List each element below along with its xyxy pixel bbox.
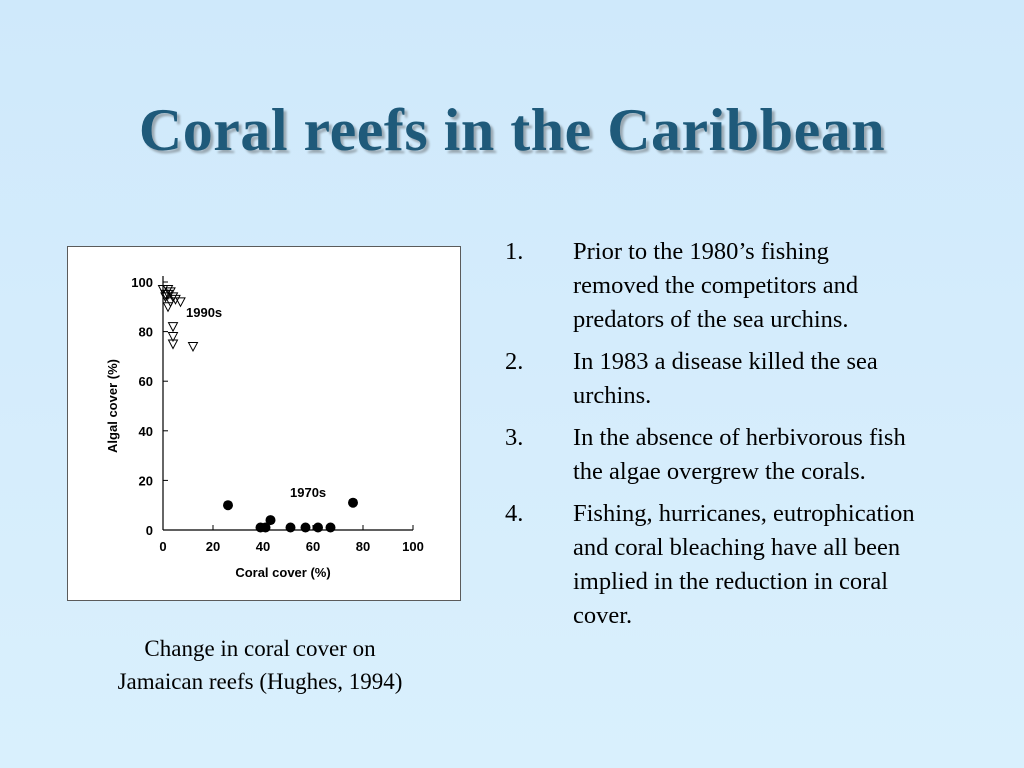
list-item: 3. In the absence of herbivorous fish th… (505, 421, 1015, 489)
y-tick-label: 40 (139, 424, 153, 439)
data-point-1970s (223, 500, 233, 511)
data-point-1970s (348, 497, 358, 508)
text-line: cover. (573, 602, 633, 629)
data-point-1990s (165, 287, 176, 298)
y-tick-label: 60 (139, 374, 153, 389)
list-item-text: In the absence of herbivorous fish the a… (573, 421, 1015, 489)
text-line: the algae overgrew the corals. (573, 458, 866, 485)
x-tick-label: 0 (159, 539, 166, 554)
list-item-number: 3. (505, 424, 524, 451)
list-item: 4. Fishing, hurricanes, eutrophication a… (505, 497, 1015, 633)
data-point-1990s (162, 284, 174, 296)
text-line: predators of the sea urchins. (573, 306, 849, 333)
data-point-1970s (300, 522, 311, 533)
text-line: Prior to the 1980’s fishing (573, 238, 829, 265)
caption-line: Change in coral cover on (144, 636, 376, 661)
data-point-1990s (162, 289, 174, 300)
text-line: Fishing, hurricanes, eutrophication (573, 500, 915, 527)
text-line: removed the competitors and (573, 272, 859, 299)
list-item: 2. In 1983 a disease killed the sea urch… (505, 345, 1015, 413)
data-point-1970s (265, 515, 276, 526)
slide-title: Coral reefs in the Caribbean (138, 97, 886, 163)
series-label-1970s: 1970s (290, 485, 326, 500)
y-tick-label: 0 (146, 523, 153, 538)
data-point-1990s (160, 292, 171, 303)
y-tick-label: 80 (139, 325, 153, 340)
x-tick-label: 100 (402, 539, 424, 554)
data-point-1990s (167, 332, 179, 343)
numbered-list: 1. Prior to the 1980’s fishing removed t… (505, 235, 1015, 641)
data-point-1990s (167, 339, 179, 350)
scatter-chart: 0 20 40 60 80 100 0 20 40 60 80 100 Algal cover (%)… (67, 246, 461, 601)
data-point-1990s (162, 302, 174, 313)
list-item-number: 1. (505, 238, 524, 265)
data-point-1970s (313, 522, 323, 533)
data-point-1990s (167, 322, 179, 333)
text-line: urchins. (573, 382, 652, 409)
figure-caption: Change in coral cover on Jamaican reefs … (60, 632, 460, 698)
data-point-1990s (167, 292, 179, 303)
list-item-text: Prior to the 1980’s fishing removed the … (573, 235, 1015, 337)
x-axis-label: Coral cover (%) (235, 565, 330, 580)
data-point-1990s (170, 294, 181, 305)
list-item-number: 4. (505, 500, 524, 527)
text-line: implied in the reduction in coral (573, 568, 889, 595)
chart-svg: 0 20 40 60 80 100 0 20 40 60 80 100 Algal cover (%)… (105, 275, 424, 580)
text-line: In 1983 a disease killed the sea (573, 348, 878, 375)
list-item-text: Fishing, hurricanes, eutrophication and … (573, 497, 1015, 633)
text-line: and coral bleaching have all been (573, 534, 901, 561)
list-item-number: 2. (505, 348, 524, 375)
data-point-1970s (325, 522, 336, 533)
data-point-1970s (260, 522, 271, 533)
x-tick-label: 80 (356, 539, 370, 554)
x-tick-label: 40 (256, 539, 270, 554)
data-point-1970s (285, 522, 296, 533)
data-point-1990s (187, 341, 199, 353)
text-line: In the absence of herbivorous fish (573, 424, 906, 451)
caption-line: Jamaican reefs (Hughes, 1994) (117, 669, 403, 694)
y-tick-label: 20 (139, 473, 153, 488)
list-item-text: In 1983 a disease killed the sea urchins… (573, 345, 1015, 413)
y-tick-label: 100 (131, 275, 153, 290)
list-item: 1. Prior to the 1980’s fishing removed t… (505, 235, 1015, 337)
x-tick-label: 60 (306, 539, 320, 554)
x-tick-label: 20 (206, 539, 220, 554)
series-label-1990s: 1990s (186, 305, 222, 320)
data-point-1990s (165, 297, 176, 308)
y-axis-label: Algal cover (%) (105, 359, 120, 453)
data-point-1990s (175, 297, 186, 308)
